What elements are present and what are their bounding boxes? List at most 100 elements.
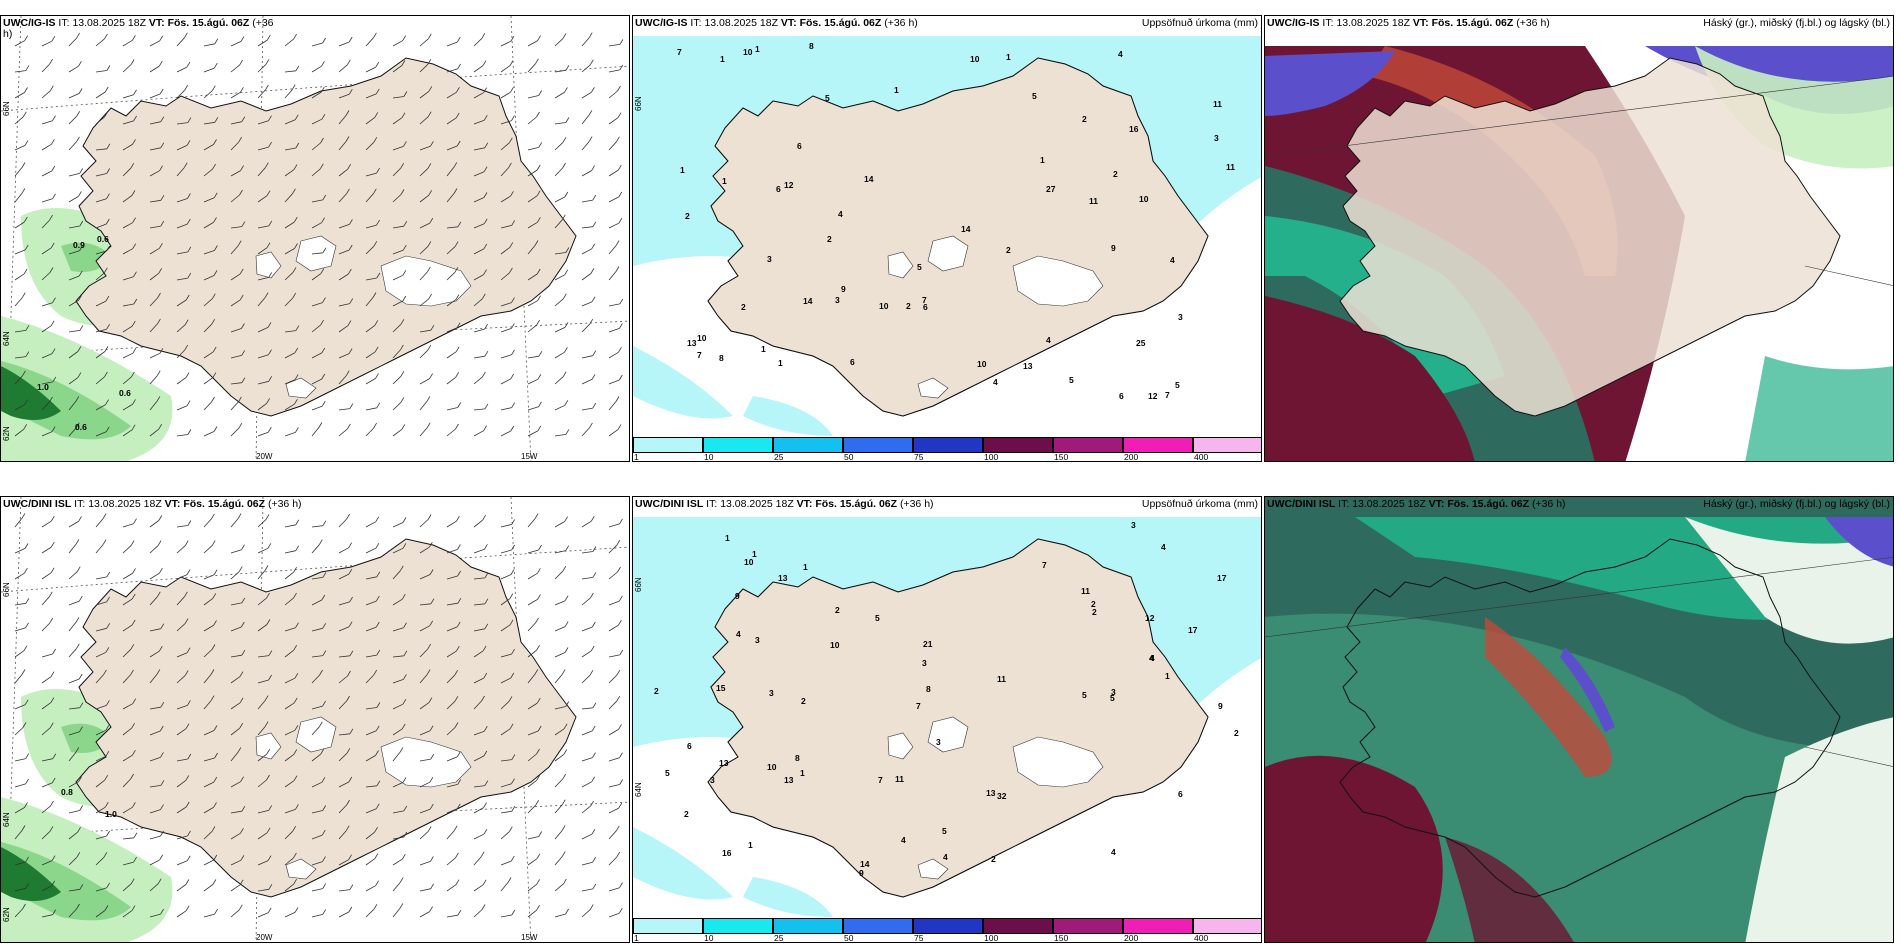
- wind-barb-flag: [130, 773, 134, 780]
- wind-barb: [149, 352, 161, 359]
- wind-barb: [68, 93, 80, 99]
- it-label: IT:: [690, 17, 702, 29]
- wind-barb-flag: [294, 725, 299, 731]
- wind-barb-flag: [51, 139, 55, 145]
- wind-barb-flag: [320, 86, 325, 93]
- wind-barb: [14, 70, 26, 73]
- wind-barb: [311, 222, 322, 229]
- wind-barb-flag: [618, 802, 623, 809]
- lead-time: (+36 h): [1516, 17, 1550, 29]
- wind-barb-flag: [75, 539, 80, 545]
- precip-value: 5: [1069, 375, 1074, 385]
- wind-barb: [311, 352, 322, 359]
- wind-barb: [257, 247, 268, 255]
- wind-barb: [95, 601, 107, 606]
- wind-barb: [230, 299, 241, 307]
- precip-value: 6: [776, 184, 781, 194]
- wind-barb-flag: [428, 86, 433, 92]
- wind-barb-flag: [214, 245, 218, 251]
- wind-barb: [338, 781, 349, 788]
- wind-barb: [149, 835, 161, 840]
- wind-barb: [68, 250, 80, 255]
- wind-barb-flag: [158, 60, 163, 67]
- wind-barb-flag: [267, 322, 272, 328]
- wind-barb-flag: [160, 752, 164, 758]
- wind-barb-flag: [455, 879, 460, 885]
- wind-barb: [554, 626, 566, 632]
- wind-barb: [176, 860, 188, 866]
- wind-barb: [338, 889, 350, 892]
- wind-barb: [203, 67, 215, 73]
- wind-barb: [527, 300, 538, 307]
- wind-barb-flag: [565, 545, 570, 551]
- wind-barb-flag: [619, 518, 623, 525]
- wind-barb-flag: [133, 832, 138, 839]
- vt-value: Fös. 15.ágú. 06Z: [1447, 498, 1530, 510]
- wind-barb: [149, 520, 160, 528]
- precip-value: 15: [716, 683, 726, 693]
- wind-barb: [203, 913, 215, 918]
- wind-barb-flag: [619, 64, 624, 71]
- wind-barb: [122, 883, 132, 892]
- wind-barb-flag: [399, 747, 404, 753]
- wind-barb-flag: [483, 243, 488, 250]
- wind-barb-flag: [293, 697, 298, 704]
- wind-barb: [149, 628, 161, 632]
- cloud-map: [1265, 497, 1893, 942]
- vt-label: VT:: [164, 498, 181, 510]
- wind-barb: [230, 194, 240, 203]
- wind-barb: [284, 883, 294, 892]
- wind-barb-flag: [160, 116, 165, 122]
- iceland-land: [75, 538, 577, 898]
- wind-barb-flag: [21, 669, 26, 675]
- precip-value: 5: [1110, 693, 1115, 703]
- precip-value: 8: [795, 753, 800, 763]
- wind-barb-flag: [374, 826, 378, 833]
- wind-barb-flag: [427, 59, 432, 65]
- precip-value: 7: [697, 350, 702, 360]
- wind-barb: [365, 858, 376, 866]
- wind-barb-flag: [376, 219, 380, 226]
- wind-barb: [122, 404, 133, 411]
- wind-barb-flag: [561, 851, 566, 857]
- precip-value: 3: [1131, 520, 1136, 530]
- fir-boundary: [1265, 75, 1893, 157]
- wind-barb-flag: [132, 35, 136, 41]
- precip-value: 11: [1081, 586, 1090, 596]
- wind-barb-flag: [322, 700, 326, 707]
- colorbar-label: 25: [774, 452, 784, 462]
- wind-barb-flag: [561, 214, 566, 221]
- wind-barb-flag: [52, 297, 56, 303]
- wind-barb-flag: [240, 36, 245, 42]
- wind-barb-flag: [51, 35, 56, 42]
- wind-barb-flag: [105, 295, 110, 302]
- wind-barb: [176, 89, 185, 99]
- wind-barb-flag: [293, 644, 298, 651]
- wind-barb-flag: [213, 802, 217, 808]
- wind-barb-flag: [24, 35, 28, 41]
- wind-barb: [41, 831, 51, 840]
- wind-barb: [284, 221, 295, 229]
- wind-barb-flag: [239, 722, 244, 729]
- wind-barb-flag: [159, 35, 164, 42]
- wind-barb-flag: [616, 136, 620, 143]
- wind-barb: [446, 650, 457, 658]
- wind-barb: [365, 142, 375, 151]
- wind-barb-flag: [293, 878, 297, 885]
- wind-barb-flag: [106, 623, 111, 629]
- vt-value: Fös. 15.ágú. 06Z: [799, 17, 882, 29]
- wind-barb: [203, 401, 212, 411]
- wind-barb-flag: [321, 113, 326, 120]
- wind-barb-flag: [592, 752, 596, 758]
- wind-barb-flag: [51, 165, 56, 172]
- panel-title: UWC/IG-IS IT: 13.08.2025 18Z VT: Fös. 15…: [1267, 17, 1550, 29]
- wind-barb: [581, 650, 592, 658]
- wind-barb-flag: [376, 780, 381, 787]
- wind-barb: [14, 758, 26, 762]
- wind-barb-flag: [294, 907, 299, 913]
- wind-barb: [68, 831, 78, 840]
- wind-barb: [392, 194, 402, 203]
- wind-barb: [176, 596, 185, 606]
- wind-barb: [419, 427, 428, 437]
- wind-barb-flag: [427, 643, 432, 650]
